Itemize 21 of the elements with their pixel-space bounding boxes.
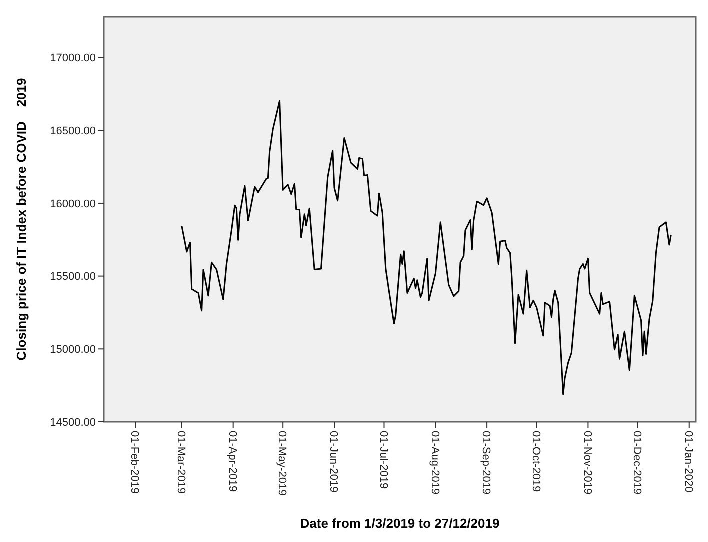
y-tick-label: 16500.00	[50, 125, 96, 138]
x-axis-title: Date from 1/3/2019 to 27/12/2019	[300, 516, 500, 531]
x-tick-label: 01-Jun-2019	[328, 431, 340, 493]
x-tick-label: 01-Jul-2019	[377, 431, 390, 490]
x-tick-label: 01-Dec-2019	[631, 431, 644, 495]
x-tick-label: 01-Aug-2019	[428, 431, 441, 495]
line-series	[181, 100, 672, 396]
y-tick-label: 17000.00	[50, 52, 96, 65]
y-tick-label: 16000.00	[50, 198, 96, 210]
x-tick-label: 01-Oct-2019	[530, 431, 542, 492]
x-tick-label: 01-Sep-2019	[480, 431, 492, 495]
y-tick-label: 14500.00	[50, 416, 96, 429]
y-axis-title: Closing price of IT Index before COVID 2019	[14, 78, 29, 361]
x-tick-label: 01-Apr-2019	[226, 431, 238, 492]
y-tick-label: 15500.00	[50, 271, 96, 284]
x-tick-label: 01-May-2019	[276, 431, 288, 496]
x-tick-label: 01-Jan-2020	[682, 431, 695, 493]
x-tick-label: 01-Nov-2019	[581, 431, 594, 495]
x-tick-label: 01-Mar-2019	[175, 431, 188, 494]
x-tick-label: 01-Feb-2019	[128, 431, 141, 494]
y-tick-label: 15000.00	[50, 344, 96, 356]
